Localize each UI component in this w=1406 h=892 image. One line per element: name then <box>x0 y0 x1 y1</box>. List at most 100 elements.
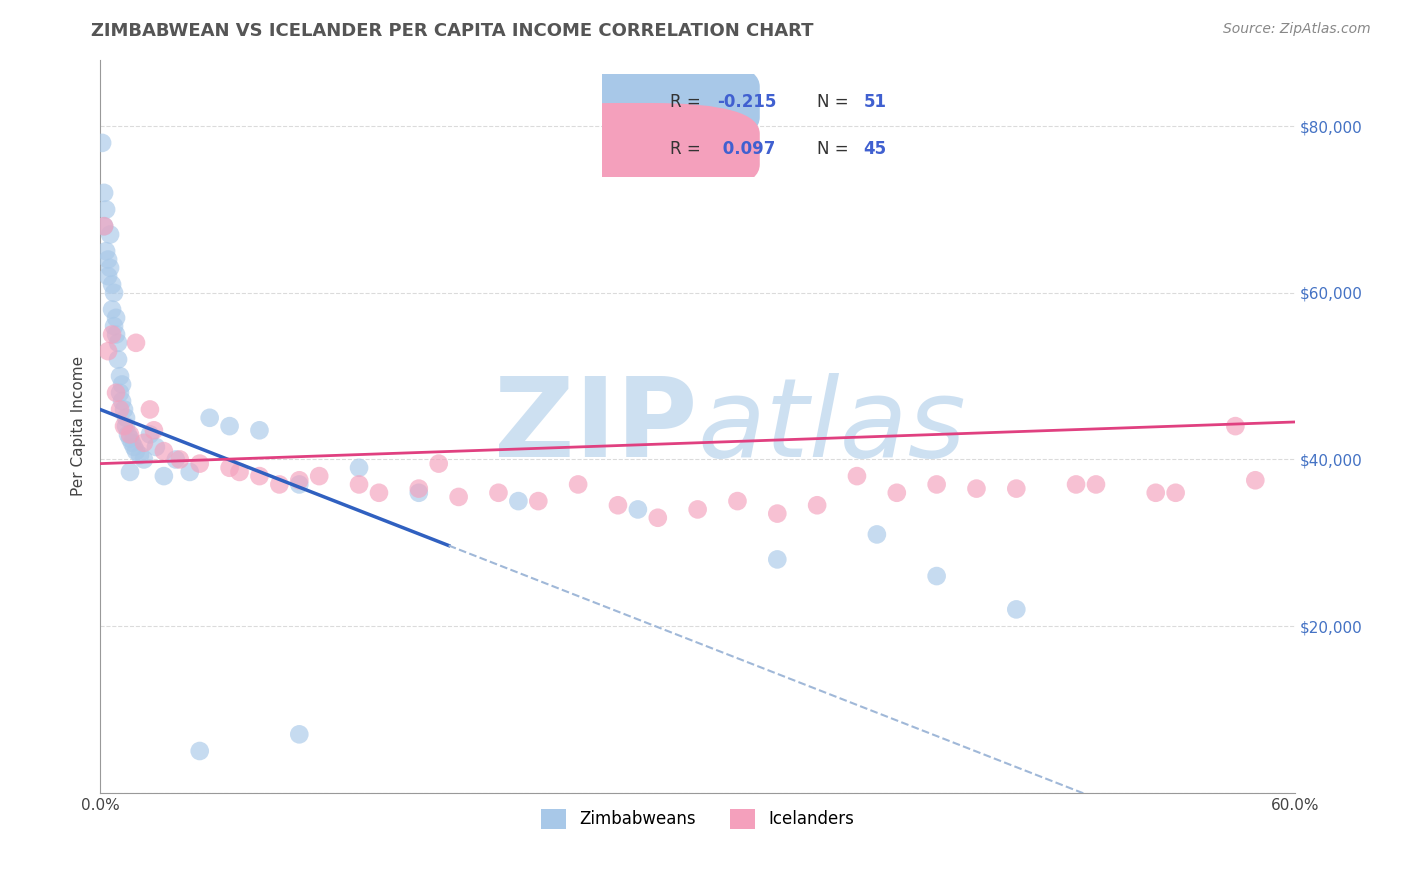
Point <box>169 452 191 467</box>
Point <box>107 335 129 350</box>
Point <box>91 136 114 150</box>
Point <box>288 727 311 741</box>
Point <box>627 502 650 516</box>
Point <box>94 244 117 259</box>
Point <box>125 444 148 458</box>
Point <box>115 419 138 434</box>
Point <box>647 510 669 524</box>
Point <box>153 469 176 483</box>
Point <box>1164 485 1187 500</box>
Point <box>288 477 311 491</box>
Point <box>198 410 221 425</box>
Point <box>1244 473 1267 487</box>
Legend: Zimbabweans, Icelanders: Zimbabweans, Icelanders <box>534 802 860 836</box>
Point <box>93 186 115 200</box>
Point <box>866 527 889 541</box>
Point <box>288 473 311 487</box>
Point <box>101 277 124 292</box>
Point <box>766 552 789 566</box>
Point <box>118 432 141 446</box>
Point <box>107 352 129 367</box>
Point <box>567 477 589 491</box>
Point <box>132 452 155 467</box>
Point <box>727 494 749 508</box>
Point <box>686 502 709 516</box>
Point <box>488 485 510 500</box>
Point <box>117 427 139 442</box>
Text: Source: ZipAtlas.com: Source: ZipAtlas.com <box>1223 22 1371 37</box>
Point <box>966 482 988 496</box>
Point <box>228 465 250 479</box>
Point <box>1005 482 1028 496</box>
Point <box>111 377 134 392</box>
Point <box>886 485 908 500</box>
Point <box>249 423 271 437</box>
Point <box>427 457 450 471</box>
Point <box>1064 477 1087 491</box>
Point <box>925 569 948 583</box>
Point <box>121 435 143 450</box>
Point <box>145 440 167 454</box>
Text: atlas: atlas <box>697 373 966 480</box>
Point <box>105 310 128 325</box>
Point <box>122 440 145 454</box>
Point <box>97 344 120 359</box>
Point <box>308 469 330 483</box>
Point <box>347 460 370 475</box>
Point <box>115 410 138 425</box>
Text: ZIMBABWEAN VS ICELANDER PER CAPITA INCOME CORRELATION CHART: ZIMBABWEAN VS ICELANDER PER CAPITA INCOM… <box>91 22 814 40</box>
Point <box>97 269 120 284</box>
Point <box>139 402 162 417</box>
Point <box>1084 477 1107 491</box>
Point <box>188 744 211 758</box>
Point <box>129 448 152 462</box>
Point <box>269 477 291 491</box>
Point <box>179 465 201 479</box>
Point <box>607 498 630 512</box>
Point <box>112 419 135 434</box>
Point <box>153 444 176 458</box>
Point <box>94 202 117 217</box>
Point <box>527 494 550 508</box>
Point <box>98 227 121 242</box>
Point <box>93 219 115 234</box>
Point <box>112 402 135 417</box>
Point <box>165 452 187 467</box>
Point <box>1144 485 1167 500</box>
Point <box>368 485 391 500</box>
Point <box>103 285 125 300</box>
Point <box>101 327 124 342</box>
Point <box>105 385 128 400</box>
Point <box>93 219 115 234</box>
Point <box>408 485 430 500</box>
Point <box>1005 602 1028 616</box>
Point <box>108 385 131 400</box>
Point <box>925 477 948 491</box>
Point <box>1225 419 1247 434</box>
Point <box>139 427 162 442</box>
Point <box>118 427 141 442</box>
Y-axis label: Per Capita Income: Per Capita Income <box>72 356 86 496</box>
Point <box>218 460 240 475</box>
Point <box>108 369 131 384</box>
Point <box>98 260 121 275</box>
Point <box>108 402 131 417</box>
Point <box>132 435 155 450</box>
Point <box>408 482 430 496</box>
Point <box>101 302 124 317</box>
Point <box>766 507 789 521</box>
Point <box>97 252 120 267</box>
Point <box>188 457 211 471</box>
Point <box>111 394 134 409</box>
Point <box>105 327 128 342</box>
Point <box>103 319 125 334</box>
Point <box>218 419 240 434</box>
Point <box>846 469 869 483</box>
Point <box>249 469 271 483</box>
Point <box>347 477 370 491</box>
Point <box>806 498 828 512</box>
Text: ZIP: ZIP <box>495 373 697 480</box>
Point <box>125 335 148 350</box>
Point <box>118 465 141 479</box>
Point <box>142 423 165 437</box>
